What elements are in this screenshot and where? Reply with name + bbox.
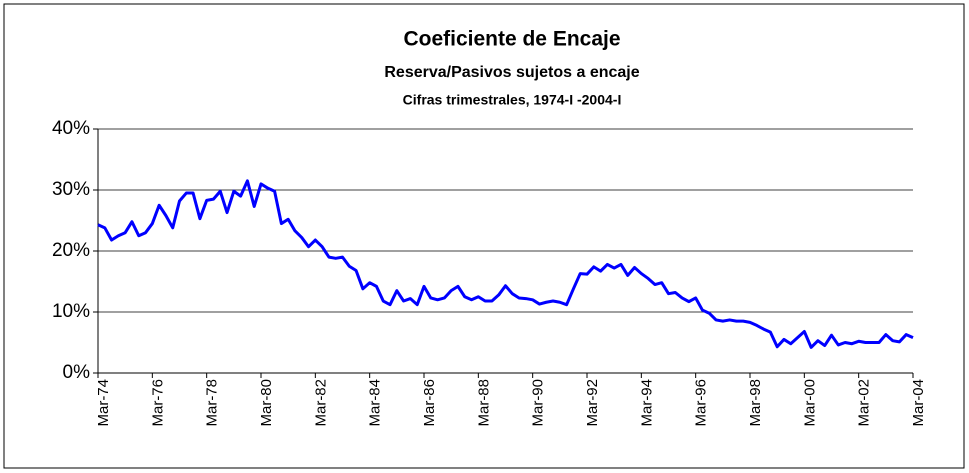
x-tick-label: Mar-98 <box>747 379 764 427</box>
y-tick-label: 0% <box>63 362 91 383</box>
y-tick-label: 40% <box>52 118 90 139</box>
x-tick-label: Mar-04 <box>910 379 927 427</box>
y-tick-label: 20% <box>52 240 90 261</box>
x-tick-label: Mar-82 <box>312 379 329 427</box>
chart-subtitle: Reserva/Pasivos sujetos a encaje <box>384 64 639 81</box>
x-tick-label: Mar-94 <box>638 379 655 427</box>
x-tick-label: Mar-78 <box>204 379 221 427</box>
chart-border <box>3 3 965 469</box>
x-tick-label: Mar-90 <box>530 379 547 427</box>
x-tick-label: Mar-76 <box>149 379 166 427</box>
x-tick-label: Mar-86 <box>421 379 438 427</box>
chart-note: Cifras trimestrales, 1974-I -2004-I <box>403 92 622 108</box>
data-line <box>97 179 914 349</box>
x-tick-label: Mar-02 <box>856 379 873 427</box>
x-tick-label: Mar-84 <box>367 379 384 427</box>
x-tick-label: Mar-88 <box>475 379 492 427</box>
y-tick-label: 10% <box>52 301 90 322</box>
x-tick-label: Mar-92 <box>584 379 601 427</box>
x-tick-label: Mar-00 <box>801 379 818 427</box>
x-tick-label: Mar-80 <box>258 379 275 427</box>
x-tick-label: Mar-74 <box>95 379 112 427</box>
y-tick-label: 30% <box>52 179 90 200</box>
chart-title: Coeficiente de Encaje <box>403 28 620 51</box>
x-tick-label: Mar-96 <box>693 379 710 427</box>
